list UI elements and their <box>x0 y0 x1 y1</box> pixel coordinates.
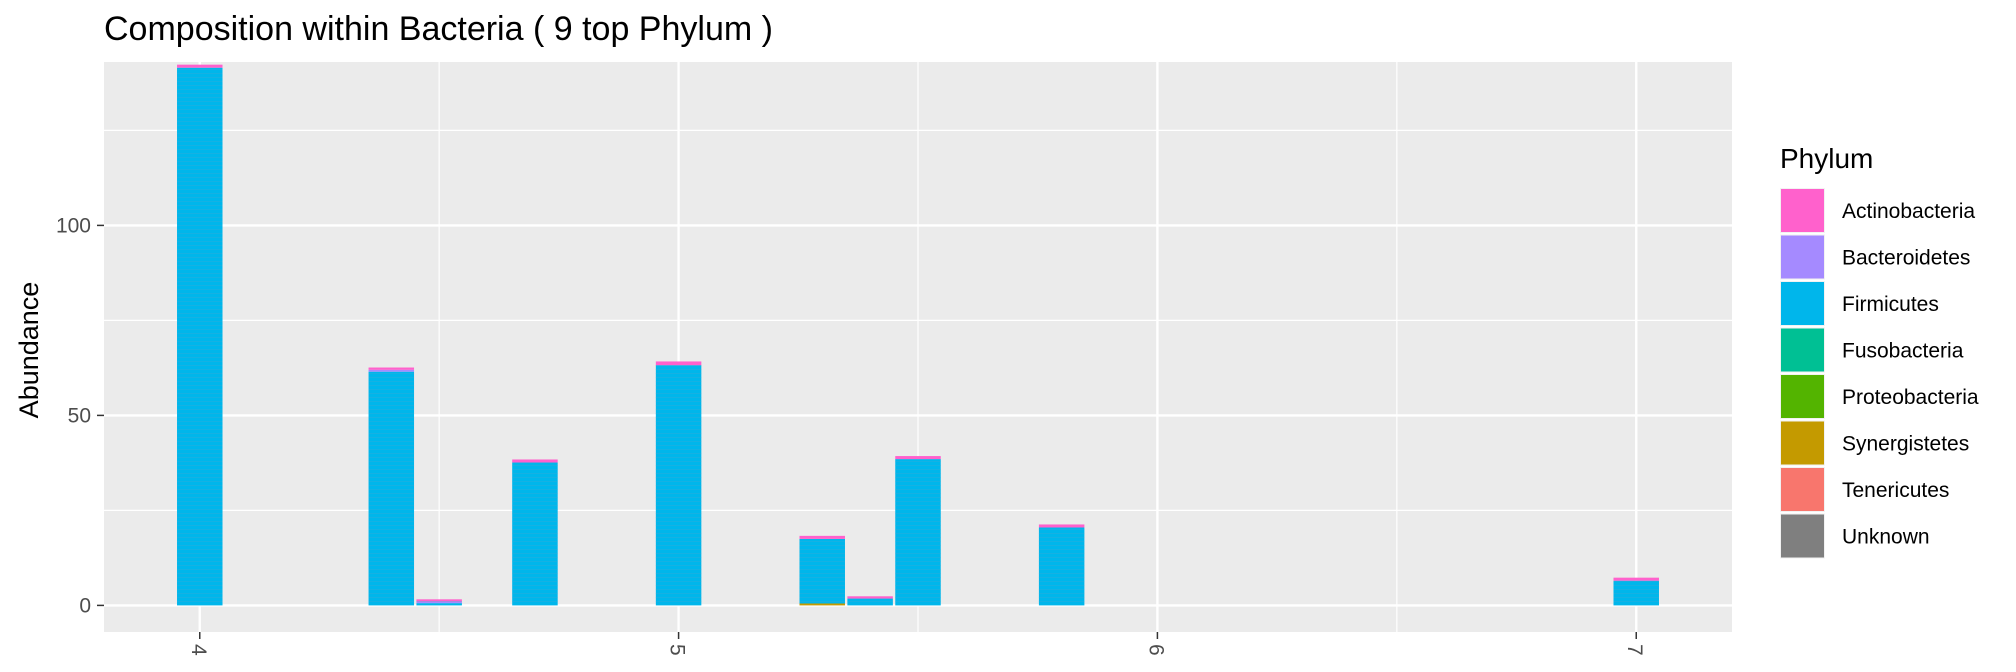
bar-segment <box>847 596 893 599</box>
legend-entries: Actinobacteria Bacteroidetes Firmicutes Fus… <box>1780 188 1979 559</box>
legend-entry: Bacteroidetes <box>1780 234 1970 280</box>
bar-segment <box>416 603 462 606</box>
legend-label: Synergistetes <box>1842 433 1969 456</box>
x-tick-label: 5 <box>666 644 689 656</box>
legend-title: Phylum <box>1780 143 1873 174</box>
bar-segment <box>1038 524 1085 528</box>
bar-stack <box>799 535 845 606</box>
bar-segment <box>895 456 941 460</box>
legend-entry: Firmicutes <box>1780 281 1939 326</box>
bar-segment <box>177 64 223 68</box>
bar-segment <box>512 459 558 463</box>
x-tick-label: 4 <box>187 644 210 656</box>
bar-stack <box>177 64 223 606</box>
bar-stack <box>416 599 462 606</box>
bar-segment <box>1613 577 1659 581</box>
bar-segment <box>655 361 702 366</box>
legend-entry: Synergistetes <box>1780 420 1969 466</box>
legend-key <box>1781 514 1824 558</box>
bar-stack <box>655 361 702 606</box>
legend: Phylum Actinobacteria Bacteroidetes Firmic… <box>1780 143 1979 559</box>
bar-segment <box>177 67 223 606</box>
bar-segment <box>895 459 941 606</box>
bar-segment <box>847 598 893 606</box>
legend-label: Bacteroidetes <box>1842 247 1970 270</box>
bar-segment <box>416 599 462 602</box>
bar-stack <box>512 459 558 606</box>
bar-segment <box>799 603 845 606</box>
legend-entry: Proteobacteria <box>1780 374 1979 419</box>
x-axis-ticks: 4 5 6 7 <box>187 632 1646 656</box>
legend-key <box>1781 328 1824 372</box>
legend-label: Tenericutes <box>1842 479 1949 502</box>
bar-segment <box>799 535 845 539</box>
legend-label: Unknown <box>1842 526 1930 549</box>
bar-stack <box>895 456 941 606</box>
legend-label: Actinobacteria <box>1842 200 1975 223</box>
bar-segment <box>416 601 462 604</box>
y-axis-ticks: 0 50 100 <box>56 214 104 617</box>
bar-segment <box>368 371 415 606</box>
bar-segment <box>368 367 415 370</box>
legend-key <box>1781 375 1824 418</box>
y-tick-label: 50 <box>68 404 91 427</box>
bar-stack <box>1613 577 1659 606</box>
legend-entry: Tenericutes <box>1780 467 1949 512</box>
bar-stack <box>1038 524 1085 606</box>
y-axis-title: Abundance <box>14 282 44 419</box>
bar-segment <box>512 462 558 606</box>
legend-key <box>1781 189 1824 232</box>
y-tick-label: 0 <box>79 594 91 617</box>
legend-entry: Actinobacteria <box>1780 188 1975 233</box>
legend-entry: Unknown <box>1780 513 1930 559</box>
x-tick-label: 7 <box>1623 644 1646 656</box>
chart-title: Composition within Bacteria ( 9 top Phyl… <box>104 10 773 48</box>
legend-label: Fusobacteria <box>1842 340 1964 363</box>
legend-key <box>1781 282 1824 325</box>
y-tick-label: 100 <box>56 214 91 237</box>
bar-segment <box>1038 527 1085 606</box>
bar-stack <box>847 596 893 606</box>
bar-segment <box>799 538 845 604</box>
bars <box>177 64 1659 606</box>
bar-stack <box>368 367 415 606</box>
legend-label: Firmicutes <box>1842 293 1939 316</box>
legend-key <box>1781 235 1824 279</box>
legend-label: Proteobacteria <box>1842 386 1979 409</box>
x-tick-label: 6 <box>1144 644 1167 656</box>
legend-key <box>1781 468 1824 511</box>
legend-entry: Fusobacteria <box>1780 327 1964 373</box>
bar-segment <box>368 369 415 372</box>
legend-key <box>1781 421 1824 465</box>
